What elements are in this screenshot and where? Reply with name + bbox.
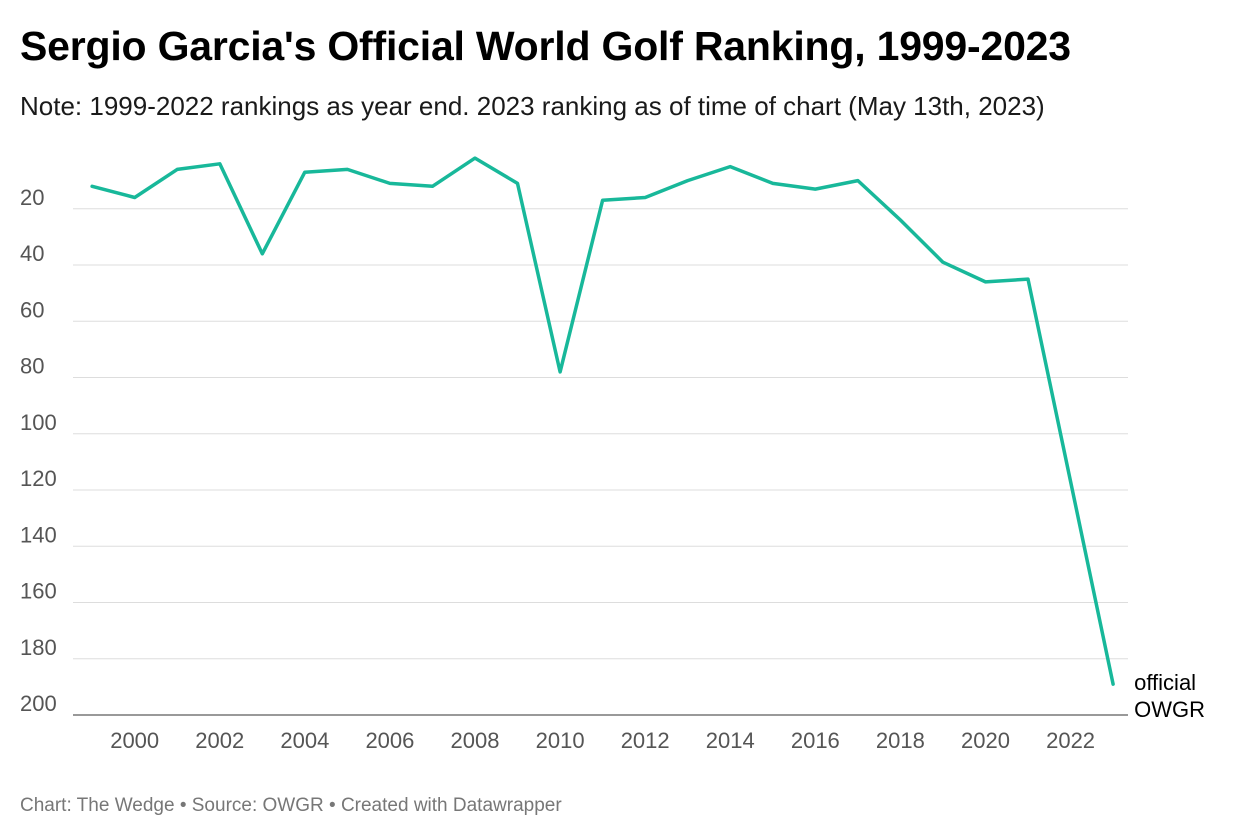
y-tick-label: 80 — [20, 354, 44, 379]
chart-title: Sergio Garcia's Official World Golf Rank… — [20, 23, 1071, 69]
x-tick-label: 2016 — [791, 728, 840, 753]
chart-subtitle: Note: 1999-2022 rankings as year end. 20… — [20, 91, 1045, 121]
y-tick-label: 40 — [20, 241, 44, 266]
y-axis-ticks: 20 40 60 80 100 120 140 160 180 200 — [20, 185, 57, 716]
series-group: official OWGR — [90, 156, 1205, 722]
y-tick-label: 160 — [20, 579, 57, 604]
x-tick-label: 2010 — [536, 728, 585, 753]
y-tick-label: 100 — [20, 410, 57, 435]
x-tick-label: 2018 — [876, 728, 925, 753]
x-tick-label: 2006 — [365, 728, 414, 753]
x-tick-label: 2020 — [961, 728, 1010, 753]
y-tick-label: 180 — [20, 635, 57, 660]
chart-footer: Chart: The Wedge • Source: OWGR • Create… — [20, 795, 562, 816]
x-tick-label: 2004 — [280, 728, 329, 753]
series-line — [90, 156, 1115, 686]
y-tick-label: 60 — [20, 297, 44, 322]
x-tick-label: 2002 — [195, 728, 244, 753]
x-axis-ticks: 2000 2002 2004 2006 2008 2010 2012 2014 2016 2018… — [110, 728, 1095, 753]
x-tick-label: 2022 — [1046, 728, 1095, 753]
gridlines — [73, 208, 1128, 716]
y-tick-label: 140 — [20, 522, 57, 547]
y-tick-label: 120 — [20, 466, 57, 491]
y-tick-label: 200 — [20, 691, 57, 716]
x-tick-label: 2012 — [621, 728, 670, 753]
x-tick-label: 2000 — [110, 728, 159, 753]
x-tick-label: 2008 — [451, 728, 500, 753]
x-tick-label: 2014 — [706, 728, 755, 753]
series-label: official OWGR — [1134, 670, 1205, 722]
y-tick-label: 20 — [20, 185, 44, 210]
